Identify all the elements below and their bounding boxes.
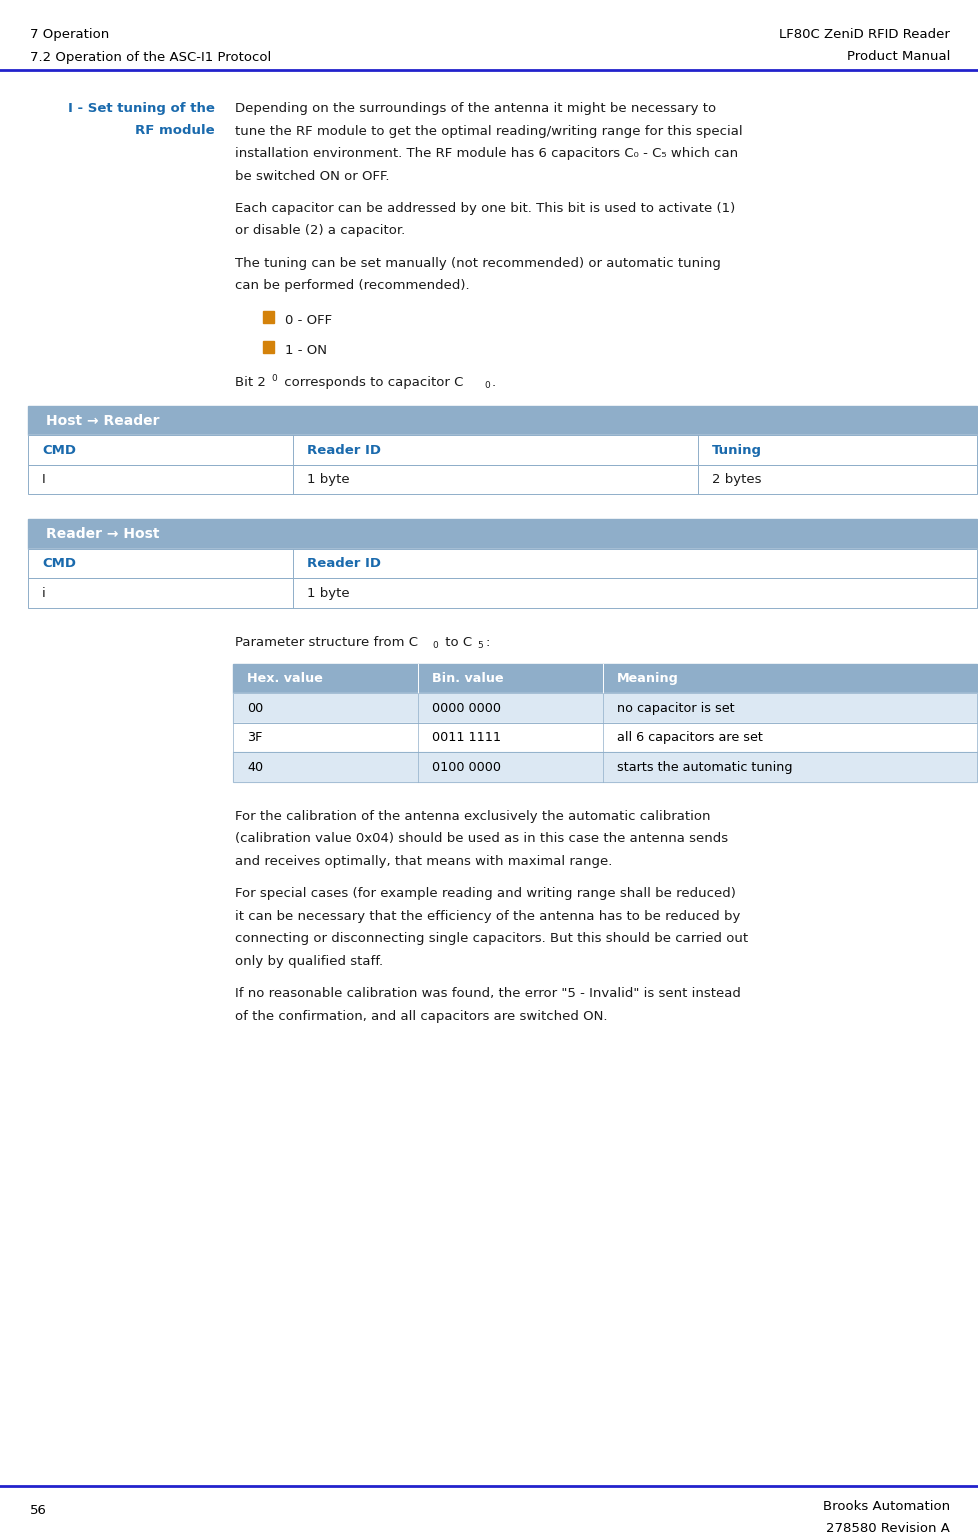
Text: 1 byte: 1 byte [307,474,349,486]
Text: Parameter structure from C: Parameter structure from C [235,637,418,649]
Text: For the calibration of the antenna exclusively the automatic calibration: For the calibration of the antenna exclu… [235,811,710,823]
Text: Brooks Automation: Brooks Automation [822,1500,949,1513]
Bar [28,520,976,549]
Text: Reader → Host: Reader → Host [46,528,159,541]
Text: :: : [485,637,489,649]
Text: i: i [42,588,46,600]
Text: (calibration value 0x04) should be used as in this case the antenna sends: (calibration value 0x04) should be used … [235,832,728,846]
Text: Hex. value: Hex. value [246,672,323,686]
Text: 1 byte: 1 byte [307,588,349,600]
Text: starts the automatic tuning: starts the automatic tuning [616,761,791,774]
Text: to C: to C [440,637,471,649]
Text: 56: 56 [30,1504,47,1516]
Bar [28,549,976,578]
Text: it can be necessary that the efficiency of the antenna has to be reduced by: it can be necessary that the efficiency … [235,910,739,923]
Text: Reader ID: Reader ID [307,444,380,457]
Text: all 6 capacitors are set: all 6 capacitors are set [616,731,762,744]
Text: 00: 00 [246,701,263,715]
Bar [28,435,976,464]
Text: 7.2 Operation of the ASC-I1 Protocol: 7.2 Operation of the ASC-I1 Protocol [30,51,271,63]
Text: tune the RF module to get the optimal reading/writing range for this special: tune the RF module to get the optimal re… [235,125,742,137]
Bar [28,578,976,608]
Text: CMD: CMD [42,557,76,571]
Bar [233,723,976,752]
Text: and receives optimally, that means with maximal range.: and receives optimally, that means with … [235,855,612,867]
Text: LF80C ZeniD RFID Reader: LF80C ZeniD RFID Reader [778,28,949,42]
Text: 278580 Revision A: 278580 Revision A [825,1523,949,1535]
Bar [233,752,976,781]
Text: 3F: 3F [246,731,262,744]
Text: be switched ON or OFF.: be switched ON or OFF. [235,169,389,183]
Text: 1 - ON: 1 - ON [285,345,327,357]
Text: Reader ID: Reader ID [307,557,380,571]
Text: I - Set tuning of the: I - Set tuning of the [68,102,215,115]
Bar [28,578,976,608]
Text: Host → Reader: Host → Reader [46,414,159,428]
Text: of the confirmation, and all capacitors are switched ON.: of the confirmation, and all capacitors … [235,1010,607,1023]
Bar [28,549,976,578]
Text: CMD: CMD [42,444,76,457]
Bar [263,341,274,352]
Text: 0011 1111: 0011 1111 [431,731,501,744]
Bar [233,664,976,694]
Text: The tuning can be set manually (not recommended) or automatic tuning: The tuning can be set manually (not reco… [235,257,720,271]
Text: or disable (2) a capacitor.: or disable (2) a capacitor. [235,225,405,237]
Bar [28,464,976,495]
Text: 0 - OFF: 0 - OFF [285,314,332,328]
Text: 0100 0000: 0100 0000 [431,761,501,774]
Text: Bit 2: Bit 2 [235,375,266,389]
Text: Depending on the surroundings of the antenna it might be necessary to: Depending on the surroundings of the ant… [235,102,715,115]
Text: Each capacitor can be addressed by one bit. This bit is used to activate (1): Each capacitor can be addressed by one b… [235,201,734,215]
Text: Meaning: Meaning [616,672,678,686]
Text: Tuning: Tuning [711,444,761,457]
Text: For special cases (for example reading and writing range shall be reduced): For special cases (for example reading a… [235,887,735,901]
Text: I: I [42,474,46,486]
Text: Bin. value: Bin. value [431,672,503,686]
Text: installation environment. The RF module has 6 capacitors C₀ - C₅ which can: installation environment. The RF module … [235,148,737,160]
Text: 0: 0 [271,374,277,383]
Bar [233,752,976,781]
Bar [263,311,274,323]
Bar [233,694,976,723]
Text: 2 bytes: 2 bytes [711,474,761,486]
Bar [28,464,976,495]
Text: .: . [492,375,496,389]
Bar [28,435,976,464]
Text: Product Manual: Product Manual [846,51,949,63]
Text: RF module: RF module [135,125,215,137]
Bar [233,694,976,723]
Text: If no reasonable calibration was found, the error "5 - Invalid" is sent instead: If no reasonable calibration was found, … [235,987,740,1001]
Text: 0: 0 [431,641,437,651]
Text: only by qualified staff.: only by qualified staff. [235,955,382,967]
Text: can be performed (recommended).: can be performed (recommended). [235,280,469,292]
Text: 0: 0 [483,381,489,391]
Bar [28,406,976,435]
Text: 7 Operation: 7 Operation [30,28,110,42]
Text: connecting or disconnecting single capacitors. But this should be carried out: connecting or disconnecting single capac… [235,932,747,946]
Text: no capacitor is set: no capacitor is set [616,701,734,715]
Text: 40: 40 [246,761,263,774]
Text: corresponds to capacitor C: corresponds to capacitor C [280,375,463,389]
Text: 0000 0000: 0000 0000 [431,701,501,715]
Bar [233,723,976,752]
Text: 5: 5 [476,641,482,651]
